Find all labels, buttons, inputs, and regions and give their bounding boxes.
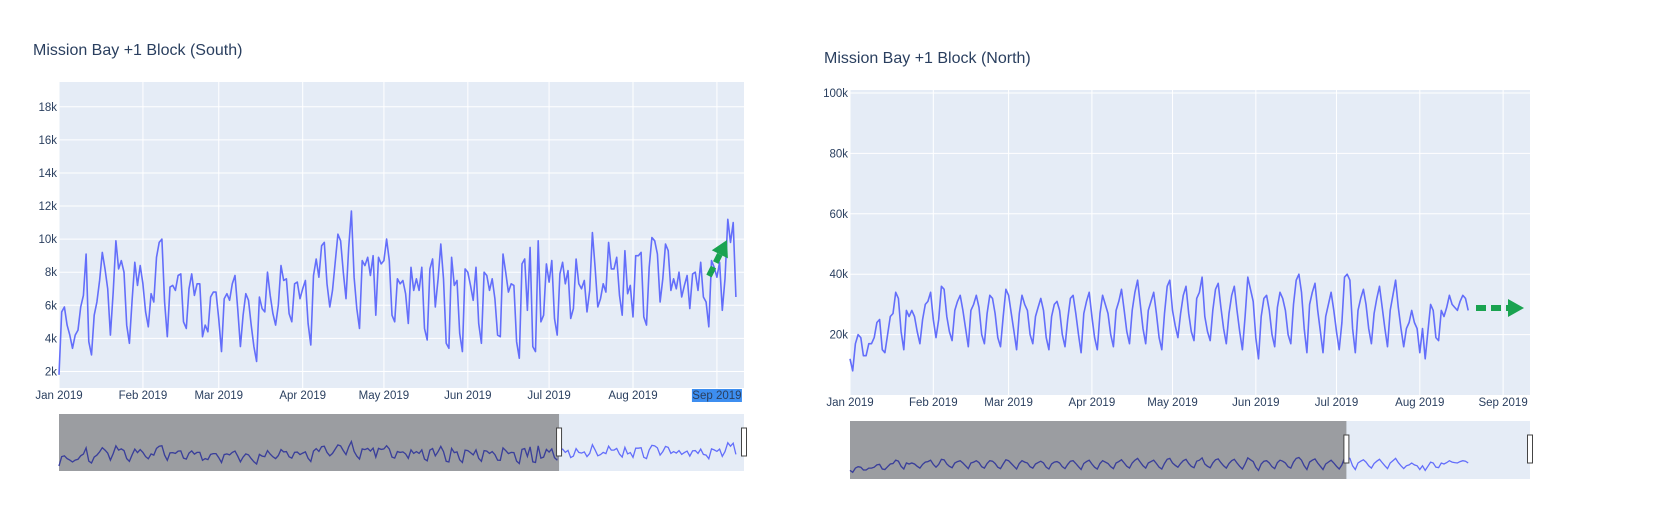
trend-arrow-icon [1476, 299, 1524, 317]
chart-south[interactable]: Jan 2019 Feb 2019 Mar 2019 Apr 2019 May 2019… [0, 0, 790, 532]
y-axis: 20k 40k 60k 80k 100k [823, 88, 1530, 342]
chart-title-south: Mission Bay +1 Block (South) [33, 42, 243, 59]
range-slider-line-masked [58, 439, 558, 467]
range-slider-right-handle[interactable] [1527, 434, 1533, 464]
trend-arrow-head [1508, 299, 1524, 317]
x-tick-label: Sep 2019 [1478, 397, 1527, 409]
range-slider-line-masked [849, 456, 1346, 474]
y-tick-label: 2k [45, 366, 57, 378]
series-line [58, 210, 737, 375]
tick-highlight [691, 389, 742, 402]
trend-arrow-icon [706, 240, 728, 278]
x-tick-label: Jun 2019 [444, 390, 491, 402]
range-slider-right-handle[interactable] [741, 427, 747, 457]
range-slider-mask [59, 414, 560, 471]
chart-title-north: Mission Bay +1 Block (North) [824, 50, 1031, 67]
y-tick-label: 18k [38, 102, 57, 114]
x-axis: Jan 2019 Feb 2019 Mar 2019 Apr 2019 May 2019… [35, 82, 742, 402]
x-tick-label: Aug 2019 [1395, 397, 1444, 409]
x-tick-label: Jul 2019 [527, 390, 570, 402]
y-tick-label: 6k [45, 300, 57, 312]
x-tick-label: Jan 2019 [826, 397, 873, 409]
y-axis: 2k 4k 6k 8k 10k 12k 14k 16k 18k [38, 102, 744, 378]
x-tick-label: Mar 2019 [194, 390, 243, 402]
range-slider-mask [850, 421, 1347, 479]
range-slider-left-handle[interactable] [556, 427, 563, 457]
x-tick-label: Sep 2019 [692, 390, 741, 402]
y-tick-label: 20k [829, 330, 848, 342]
series-line [849, 273, 1469, 372]
y-tick-label: 8k [45, 267, 57, 279]
y-tick-label: 40k [829, 269, 848, 281]
y-tick-label: 100k [823, 88, 848, 100]
x-tick-label: Aug 2019 [608, 390, 657, 402]
range-slider[interactable] [58, 414, 747, 471]
x-tick-label: Mar 2019 [984, 397, 1033, 409]
x-tick-label: Feb 2019 [119, 390, 168, 402]
y-tick-label: 12k [38, 201, 57, 213]
x-tick-label: Jul 2019 [1315, 397, 1358, 409]
x-tick-label: May 2019 [359, 390, 410, 402]
plot-background [850, 90, 1530, 395]
y-tick-label: 16k [38, 135, 57, 147]
y-tick-label: 4k [45, 333, 57, 345]
plot-background [59, 82, 744, 388]
trend-arrow-head [711, 240, 728, 259]
y-tick-label: 14k [38, 168, 57, 180]
x-tick-label: May 2019 [1147, 397, 1198, 409]
trend-arrow-shaft [706, 252, 723, 278]
y-tick-label: 60k [829, 209, 848, 221]
x-tick-label: Apr 2019 [1069, 397, 1116, 409]
y-tick-label: 80k [829, 148, 848, 160]
x-tick-label: Apr 2019 [279, 390, 326, 402]
range-slider[interactable] [849, 421, 1533, 479]
x-tick-label: Feb 2019 [909, 397, 958, 409]
y-tick-label: 10k [38, 234, 57, 246]
range-slider-left-handle[interactable] [1343, 434, 1350, 464]
x-tick-label: Jun 2019 [1232, 397, 1279, 409]
x-tick-label: Jan 2019 [35, 390, 82, 402]
